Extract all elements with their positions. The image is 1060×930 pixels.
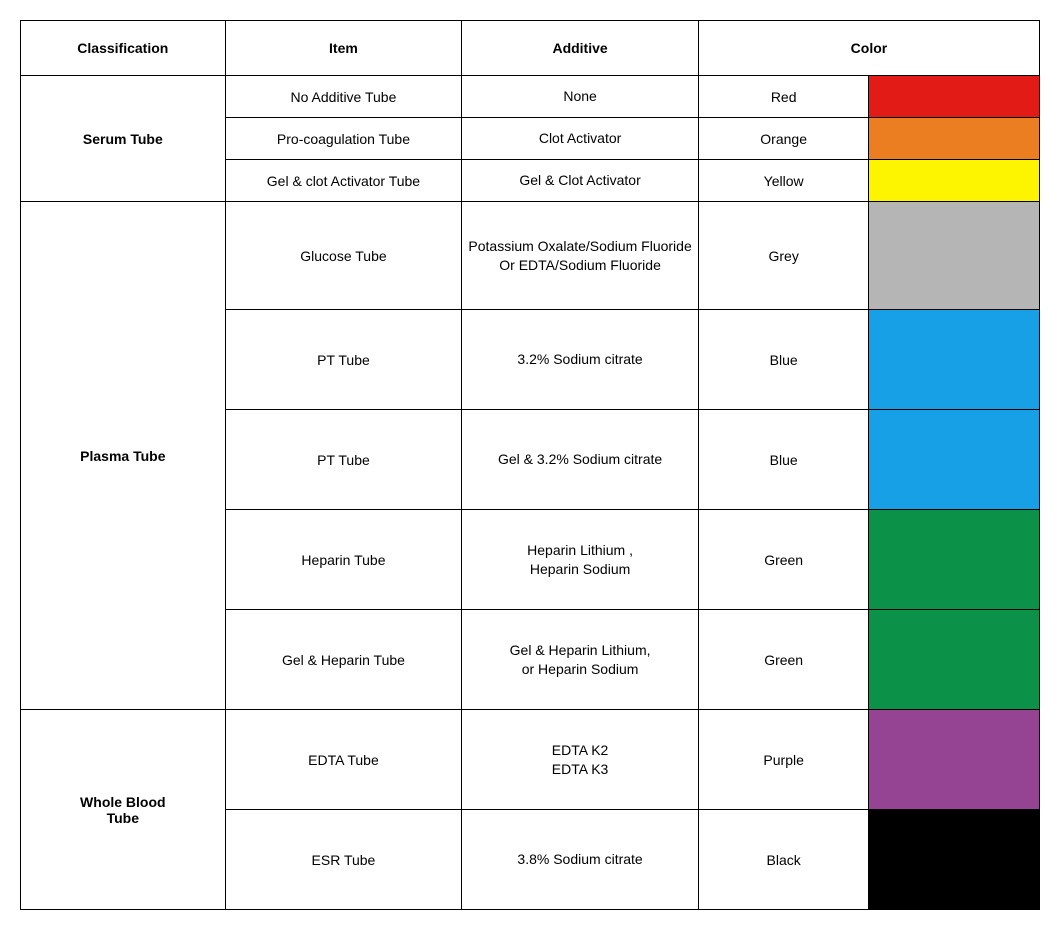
classification-cell: Plasma Tube (21, 202, 226, 710)
item-cell: Gel & clot Activator Tube (225, 160, 462, 202)
header-classification: Classification (21, 21, 226, 76)
additive-cell: None (462, 76, 699, 118)
color-swatch-cell (869, 410, 1040, 510)
color-name-cell: Yellow (698, 160, 869, 202)
tube-classification-table: Classification Item Additive Color Serum… (20, 20, 1040, 910)
table-row: Serum TubeNo Additive TubeNoneRed (21, 76, 1040, 118)
color-name-cell: Red (698, 76, 869, 118)
item-cell: ESR Tube (225, 810, 462, 910)
color-name-cell: Blue (698, 410, 869, 510)
color-name-cell: Green (698, 510, 869, 610)
additive-cell: Heparin Lithium ,Heparin Sodium (462, 510, 699, 610)
item-cell: Glucose Tube (225, 202, 462, 310)
color-name-cell: Purple (698, 710, 869, 810)
table-row: Whole BloodTubeEDTA TubeEDTA K2EDTA K3Pu… (21, 710, 1040, 810)
additive-cell: Gel & Heparin Lithium,or Heparin Sodium (462, 610, 699, 710)
classification-cell: Whole BloodTube (21, 710, 226, 910)
header-additive: Additive (462, 21, 699, 76)
table-body: Serum TubeNo Additive TubeNoneRedPro-coa… (21, 76, 1040, 910)
item-cell: No Additive Tube (225, 76, 462, 118)
color-swatch-cell (869, 810, 1040, 910)
item-cell: Heparin Tube (225, 510, 462, 610)
color-swatch-cell (869, 118, 1040, 160)
item-cell: PT Tube (225, 310, 462, 410)
color-name-cell: Green (698, 610, 869, 710)
additive-cell: 3.8% Sodium citrate (462, 810, 699, 910)
item-cell: Gel & Heparin Tube (225, 610, 462, 710)
color-swatch-cell (869, 160, 1040, 202)
additive-cell: Gel & 3.2% Sodium citrate (462, 410, 699, 510)
color-swatch-cell (869, 510, 1040, 610)
table-row: Plasma TubeGlucose TubePotassium Oxalate… (21, 202, 1040, 310)
additive-cell: 3.2% Sodium citrate (462, 310, 699, 410)
additive-cell: Potassium Oxalate/Sodium FluorideOr EDTA… (462, 202, 699, 310)
color-name-cell: Grey (698, 202, 869, 310)
header-color: Color (698, 21, 1039, 76)
color-swatch-cell (869, 76, 1040, 118)
color-name-cell: Blue (698, 310, 869, 410)
color-swatch-cell (869, 310, 1040, 410)
color-swatch-cell (869, 610, 1040, 710)
tube-classification-table-container: Classification Item Additive Color Serum… (20, 20, 1040, 910)
color-name-cell: Black (698, 810, 869, 910)
additive-cell: Gel & Clot Activator (462, 160, 699, 202)
header-item: Item (225, 21, 462, 76)
additive-cell: Clot Activator (462, 118, 699, 160)
color-swatch-cell (869, 710, 1040, 810)
classification-cell: Serum Tube (21, 76, 226, 202)
color-name-cell: Orange (698, 118, 869, 160)
table-header-row: Classification Item Additive Color (21, 21, 1040, 76)
item-cell: PT Tube (225, 410, 462, 510)
item-cell: Pro-coagulation Tube (225, 118, 462, 160)
color-swatch-cell (869, 202, 1040, 310)
additive-cell: EDTA K2EDTA K3 (462, 710, 699, 810)
item-cell: EDTA Tube (225, 710, 462, 810)
